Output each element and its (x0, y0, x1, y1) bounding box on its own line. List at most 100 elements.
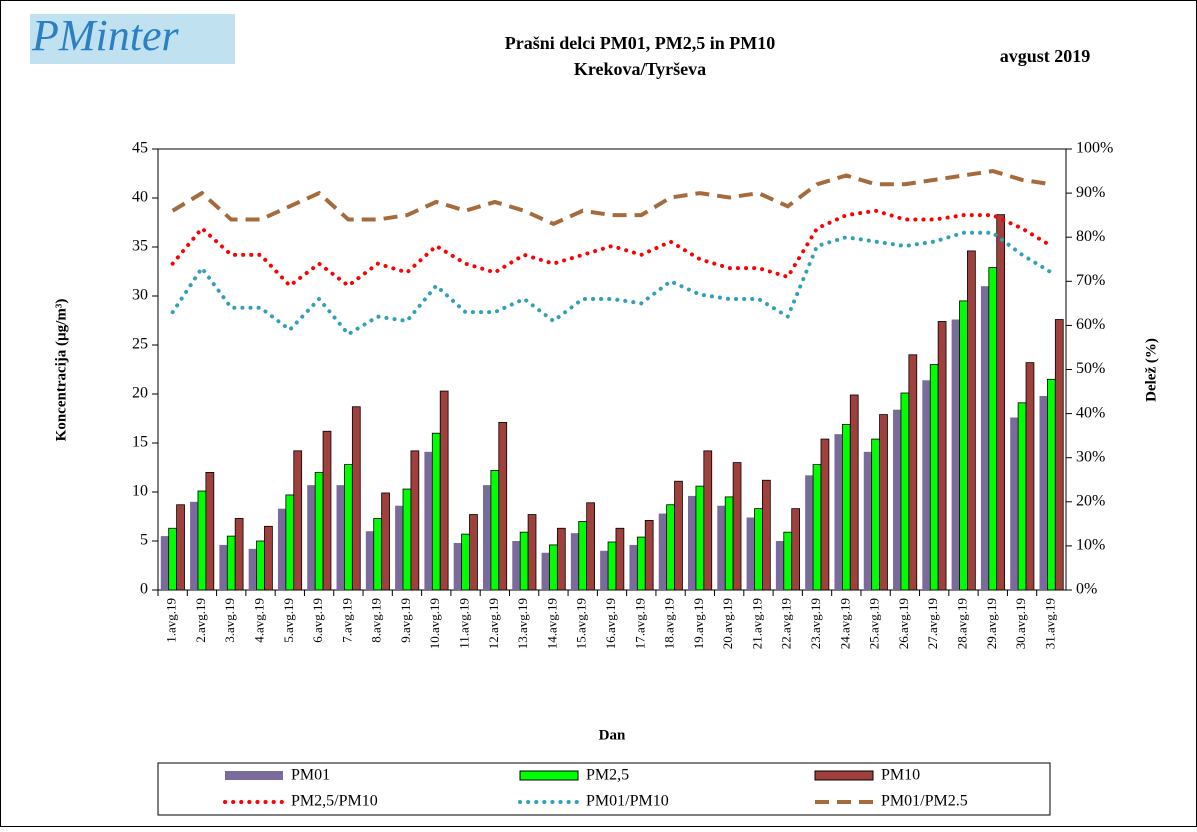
bar (754, 508, 763, 591)
bar (549, 544, 558, 591)
y-tick-label: 40 (132, 189, 148, 206)
bar (527, 514, 537, 591)
bar (395, 505, 404, 590)
y2-tick-label: 50% (1076, 360, 1105, 377)
x-tick-label: 20.avg.19 (720, 598, 735, 649)
y2-tick-label: 20% (1076, 492, 1105, 509)
x-tick-label: 17.avg.19 (632, 598, 647, 649)
bar (834, 434, 843, 590)
bar (314, 471, 324, 591)
y2-tick-label: 0% (1076, 581, 1097, 598)
bar (615, 527, 625, 591)
bar (402, 488, 412, 591)
bar (285, 494, 295, 591)
y2-tick-label: 100% (1076, 140, 1113, 157)
x-tick-label: 10.avg.19 (427, 598, 442, 649)
bar (791, 508, 801, 591)
y-tick-label: 25 (132, 336, 148, 353)
x-tick-label: 30.avg.19 (1013, 598, 1028, 649)
bar (264, 525, 273, 591)
y2-tick-label: 90% (1076, 184, 1105, 201)
chart-subtitle: Krekova/Tyrševa (574, 59, 706, 79)
x-tick-label: 5.avg.19 (281, 598, 296, 643)
logo-bg (30, 14, 235, 64)
x-tick-label: 3.avg.19 (222, 598, 237, 643)
bar (688, 495, 696, 590)
x-tick-label: 1.avg.19 (164, 598, 179, 643)
bar (365, 531, 374, 590)
bar (1010, 417, 1019, 590)
bar (373, 518, 383, 591)
x-tick-label: 25.avg.19 (867, 598, 882, 649)
bar (439, 390, 449, 591)
bar (322, 430, 332, 591)
bar (248, 548, 257, 590)
bar (541, 552, 550, 590)
bar (197, 490, 207, 591)
bar (695, 485, 705, 591)
bar (717, 505, 726, 590)
x-tick-label: 29.avg.19 (984, 598, 999, 649)
y2-tick-label: 80% (1076, 228, 1105, 245)
bar (703, 450, 713, 591)
x-tick-label: 7.avg.19 (339, 598, 354, 643)
x-tick-label: 4.avg.19 (252, 598, 267, 643)
bar (937, 321, 947, 591)
bar (951, 319, 960, 590)
y2-tick-label: 10% (1076, 537, 1105, 554)
bar (820, 438, 830, 591)
x-tick-label: 27.avg.19 (925, 598, 940, 649)
bar (344, 464, 353, 591)
x-tick-label: 31.avg.19 (1042, 598, 1057, 649)
line (170, 230, 1054, 337)
x-tick-label: 11.avg.19 (457, 598, 472, 649)
bar (205, 471, 215, 591)
date-label: avgust 2019 (1000, 46, 1091, 66)
bar (841, 423, 851, 591)
bar (762, 479, 771, 591)
bar (879, 414, 888, 591)
bar (988, 267, 998, 591)
legend-swatch (225, 771, 283, 780)
x-tick-label: 9.avg.19 (398, 598, 413, 643)
bar (908, 354, 918, 591)
x-tick-label: 8.avg.19 (369, 598, 384, 643)
legend-box (157, 762, 1051, 816)
bar (190, 501, 198, 590)
bar (578, 521, 588, 591)
bar (234, 518, 244, 591)
y-tick-label: 45 (132, 140, 148, 157)
bar (959, 300, 968, 591)
bar (658, 513, 667, 590)
bar (1025, 362, 1035, 591)
bar (674, 480, 683, 591)
line (170, 208, 1054, 289)
bar (381, 492, 390, 591)
bar (732, 462, 742, 591)
x-tick-label: 24.avg.19 (837, 598, 852, 649)
bar (929, 364, 939, 591)
legend-label: PM2,5 (586, 767, 629, 784)
bar (607, 541, 617, 591)
y2-axis-label: Delež (%) (1143, 338, 1159, 402)
bar (967, 250, 976, 591)
x-tick-label: 6.avg.19 (310, 598, 325, 643)
bar (482, 485, 491, 590)
x-tick-label: 19.avg.19 (691, 598, 706, 649)
bar (498, 422, 508, 591)
y2-tick-label: 60% (1076, 316, 1105, 333)
bar (556, 527, 566, 591)
bar (636, 536, 646, 591)
x-tick-label: 13.avg.19 (515, 598, 530, 649)
logo: PMinter (31, 11, 180, 60)
bar (570, 533, 579, 590)
bar (453, 542, 462, 590)
bar (519, 531, 529, 591)
legend-label: PM01/PM10 (586, 793, 669, 810)
bar (666, 504, 675, 591)
x-tick-label: 16.avg.19 (603, 598, 618, 649)
bar (307, 485, 316, 590)
chart-title: Prašni delci PM01, PM2,5 in PM10 (505, 33, 775, 53)
